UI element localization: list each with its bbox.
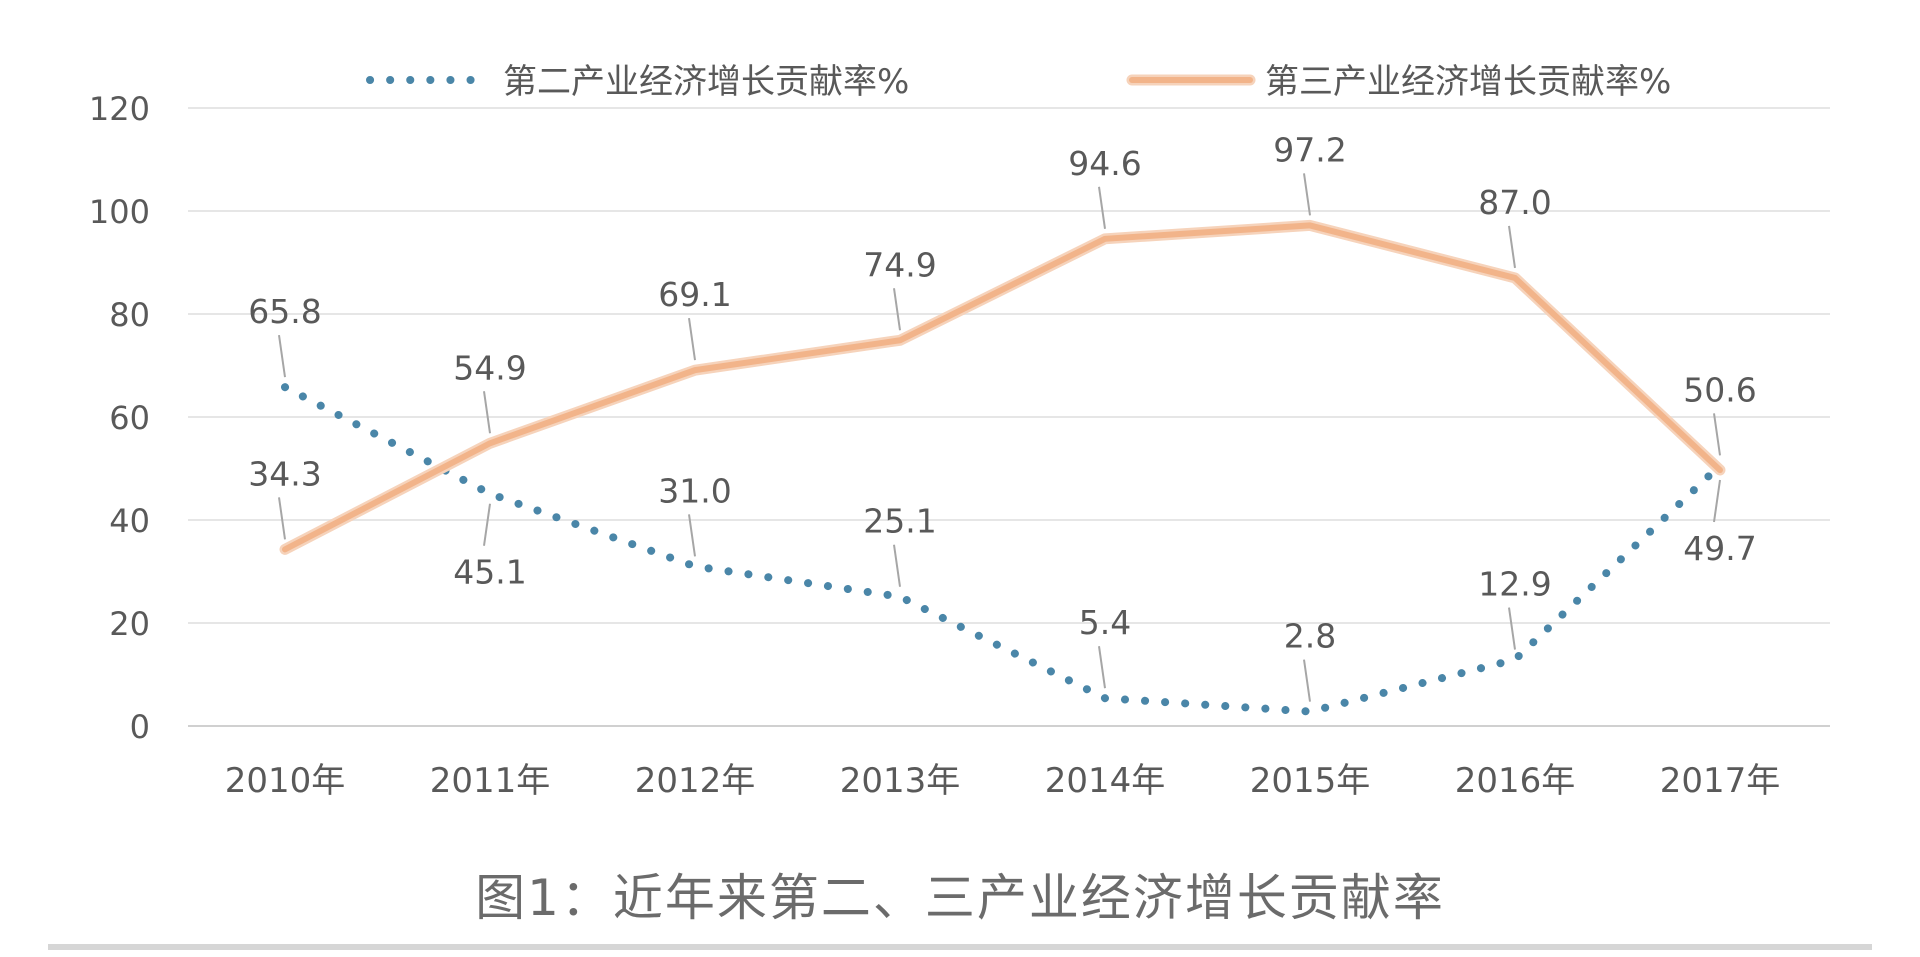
- x-tick-label: 2013年: [840, 761, 961, 801]
- y-tick-label: 40: [109, 502, 150, 540]
- data-label: 31.0: [658, 471, 731, 510]
- series-line-secondary-industry: [281, 383, 1724, 716]
- x-tick-label: 2012年: [635, 761, 756, 801]
- data-label: 50.6: [1683, 370, 1756, 409]
- data-label-leader: [893, 288, 901, 331]
- x-tick-label: 2010年: [225, 761, 346, 801]
- data-label: 25.1: [863, 502, 936, 541]
- data-label-leader: [483, 391, 491, 434]
- bottom-rule: [48, 944, 1872, 950]
- y-tick-label: 100: [89, 193, 150, 231]
- data-label-leader: [1508, 607, 1516, 650]
- data-label: 12.9: [1478, 565, 1551, 604]
- data-label-leader: [1098, 646, 1106, 689]
- data-label: 65.8: [248, 292, 321, 331]
- y-tick-label: 20: [109, 605, 150, 643]
- data-label-leader: [688, 514, 696, 557]
- data-label: 34.3: [248, 454, 321, 493]
- x-tick-label: 2015年: [1250, 761, 1371, 801]
- x-tick-label: 2017年: [1660, 761, 1781, 801]
- data-label-leader: [688, 317, 696, 361]
- data-label-leader: [1303, 173, 1311, 216]
- data-label: 97.2: [1273, 130, 1346, 169]
- data-label: 87.0: [1478, 183, 1551, 222]
- legend-label: 第三产业经济增长贡献率%: [1265, 62, 1671, 102]
- data-label-leader: [1713, 479, 1721, 523]
- figure-caption: 图1：近年来第二、三产业经济增长贡献率: [475, 869, 1445, 927]
- legend-label: 第二产业经济增长贡献率%: [503, 62, 909, 102]
- series-line-tertiary-industry: [282, 222, 1723, 553]
- data-label: 49.7: [1683, 529, 1756, 568]
- data-label-leader: [483, 503, 491, 546]
- y-tick-label: 0: [130, 708, 150, 746]
- axes: 0 20 40 60 80 100 120 2010年 2011年 2012年 2013年 2014年…: [89, 90, 1780, 801]
- data-label-leader: [893, 544, 901, 587]
- data-label: 45.1: [453, 553, 526, 592]
- data-label-leader: [1303, 659, 1311, 702]
- y-tick-label: 80: [109, 296, 150, 334]
- x-tick-label: 2016年: [1455, 761, 1576, 801]
- data-label: 94.6: [1068, 144, 1141, 183]
- data-label: 5.4: [1079, 603, 1131, 642]
- data-label: 69.1: [658, 275, 731, 314]
- x-tick-label: 2014年: [1045, 761, 1166, 801]
- data-label-leader: [278, 497, 286, 540]
- data-label-leader: [1508, 225, 1516, 269]
- data-label-leader: [1713, 413, 1721, 456]
- gridlines: [188, 107, 1830, 727]
- data-label-leader: [278, 334, 286, 378]
- series-lines: [279, 219, 1726, 716]
- data-label-leader: [1098, 186, 1106, 229]
- data-label: 54.9: [453, 348, 526, 387]
- y-tick-label: 120: [89, 90, 150, 128]
- x-tick-label: 2011年: [430, 761, 551, 801]
- data-label: 74.9: [863, 245, 936, 284]
- data-labels: 65.8 45.1 31.0 25.1 5.4 2.8 12.9 50.6 34.3 54.9 69…: [248, 130, 1757, 702]
- y-tick-label: 60: [109, 399, 150, 437]
- legend: 第二产业经济增长贡献率% 第三产业经济增长贡献率%: [366, 62, 1671, 102]
- data-label: 2.8: [1284, 617, 1336, 656]
